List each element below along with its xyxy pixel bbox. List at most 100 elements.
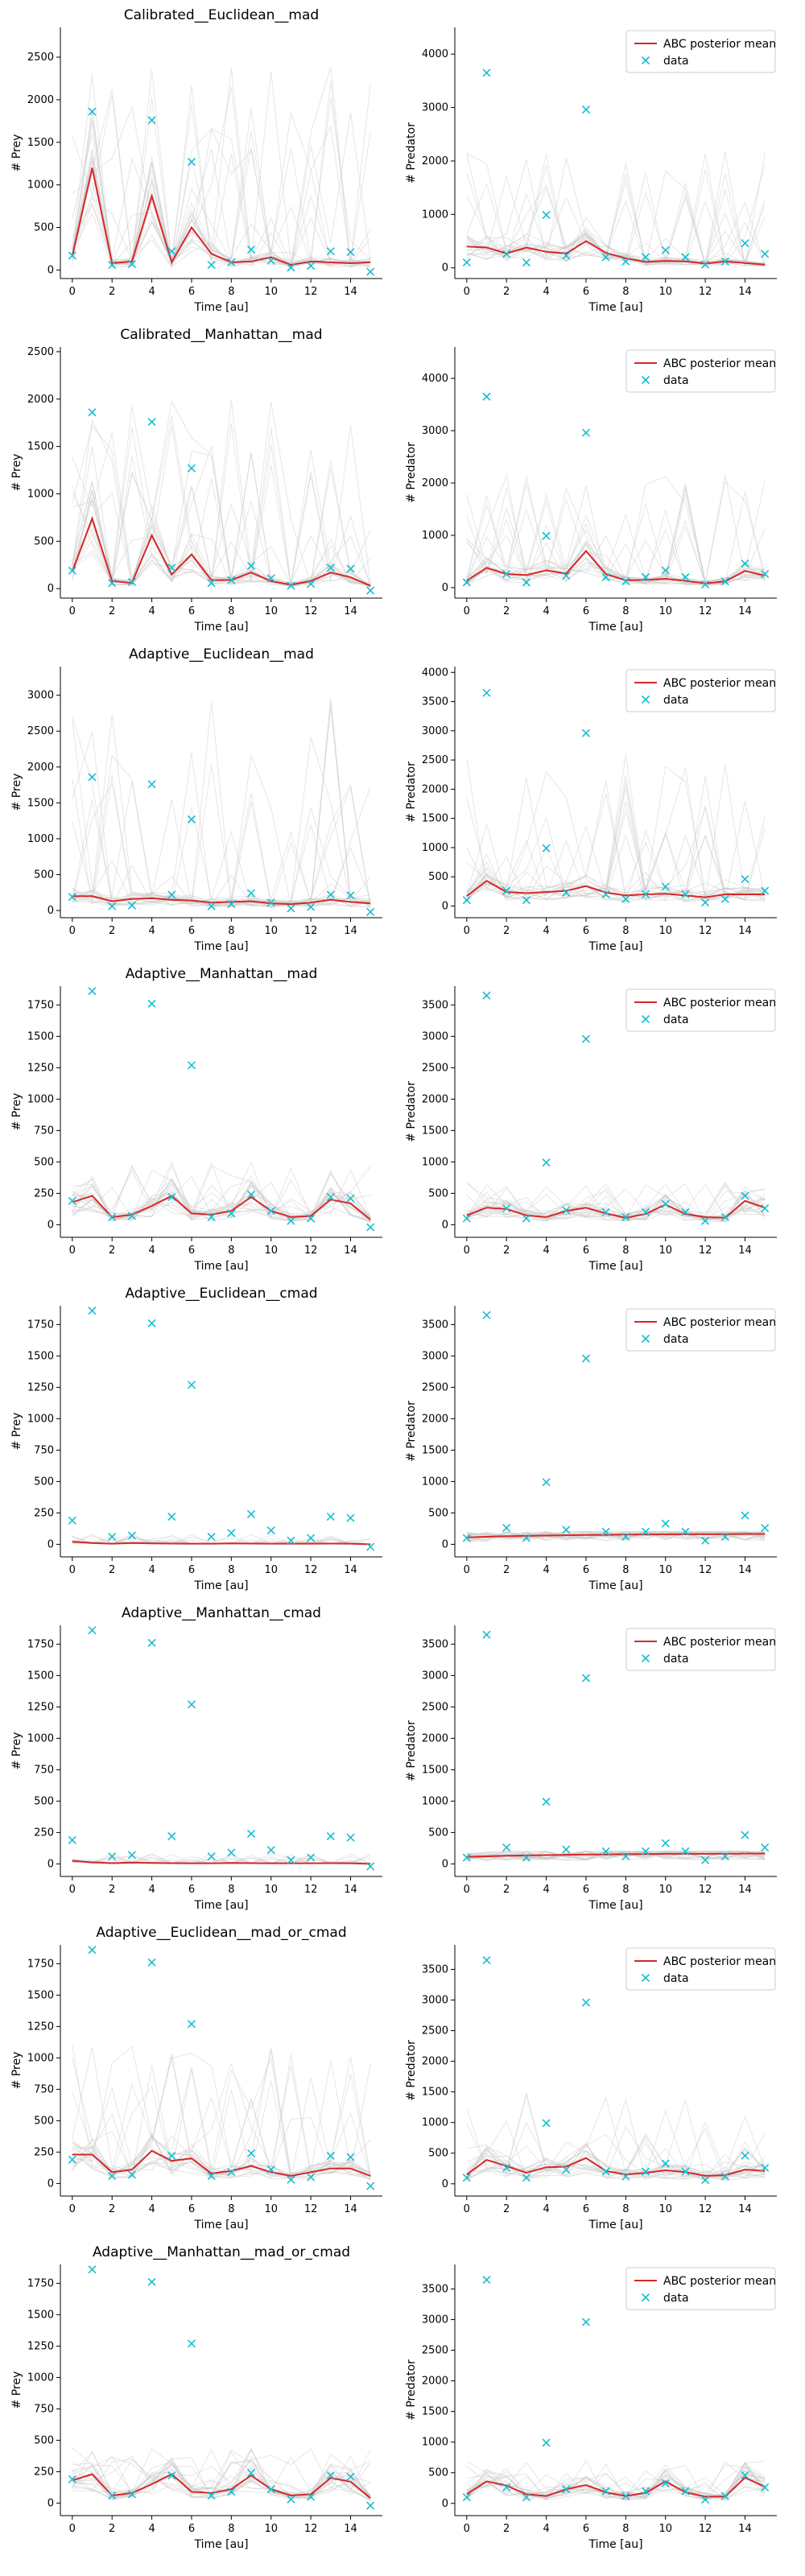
data-point-stroke xyxy=(266,574,275,583)
subplot-title: Adaptive__Manhattan__mad xyxy=(126,966,318,982)
data-point xyxy=(482,688,491,697)
data-point xyxy=(187,1061,196,1070)
posterior-sample-line xyxy=(466,2473,766,2498)
data-point xyxy=(761,1204,770,1213)
y-tick-label: 750 xyxy=(34,1764,54,1776)
data-point xyxy=(482,2275,491,2285)
y-tick-label: 250 xyxy=(34,1507,54,1519)
x-tick-label: 2 xyxy=(109,1564,115,1576)
y-axis-label: # Prey xyxy=(10,1732,23,1770)
x-tick-label: 8 xyxy=(622,2523,629,2535)
data-point xyxy=(462,2174,471,2182)
y-tick-label: 3000 xyxy=(422,425,448,437)
data-point xyxy=(246,561,256,571)
posterior-sample-line xyxy=(72,782,371,908)
data-point-stroke xyxy=(581,1998,591,2007)
data-point-stroke xyxy=(681,1208,690,1216)
y-tick-label: 2500 xyxy=(27,346,54,358)
posterior-sample-line xyxy=(466,151,766,266)
data-point xyxy=(68,251,76,260)
x-tick-label: 8 xyxy=(622,2203,629,2215)
data-point xyxy=(88,987,97,996)
data-point xyxy=(562,888,571,897)
x-axis-label: Time [au] xyxy=(193,301,248,314)
x-tick-label: 4 xyxy=(148,1884,155,1896)
posterior-sample-line xyxy=(466,764,766,902)
posterior-sample-line xyxy=(466,2107,766,2179)
data-point xyxy=(681,253,690,262)
data-point-stroke xyxy=(720,2491,729,2500)
data-point-stroke xyxy=(761,1843,770,1852)
data-point-stroke xyxy=(68,1516,76,1525)
x-tick-label: 8 xyxy=(622,286,629,298)
posterior-sample-line xyxy=(72,2456,371,2499)
data-point-stroke xyxy=(641,2167,650,2176)
x-tick-label: 2 xyxy=(109,925,115,937)
legend: ABC posterior mean data xyxy=(625,989,776,1032)
posterior-sample-line xyxy=(466,2461,766,2500)
data-point xyxy=(207,2171,216,2181)
data-point xyxy=(502,250,511,258)
posterior-mean-line xyxy=(466,2476,766,2498)
y-axis-label: # Predator xyxy=(405,2040,418,2101)
posterior-sample-line xyxy=(466,2460,766,2501)
x-axis-label: Time [au] xyxy=(193,940,248,953)
data-point-stroke xyxy=(562,1525,571,1534)
posterior-sample-line xyxy=(466,2093,766,2180)
posterior-sample-line xyxy=(72,698,371,908)
legend-mean-label: ABC posterior mean xyxy=(663,2275,776,2288)
data-point xyxy=(641,572,650,582)
posterior-sample-line xyxy=(72,1170,371,1222)
data-point xyxy=(462,258,471,267)
posterior-sample-line xyxy=(466,174,766,266)
y-tick-label: 0 xyxy=(442,1219,448,1231)
data-point-stroke xyxy=(542,1798,551,1806)
data-point xyxy=(502,570,511,579)
data-point-stroke xyxy=(502,1843,511,1852)
x-tick-label: 4 xyxy=(543,1564,549,1576)
posterior-mean-line xyxy=(72,895,371,906)
data-point xyxy=(482,68,491,77)
data-point-stroke xyxy=(741,2471,749,2479)
data-point-stroke xyxy=(462,1534,471,1542)
data-point xyxy=(246,1829,256,1839)
y-tick-label: 1000 xyxy=(422,208,448,221)
legend-data-label: data xyxy=(663,1653,689,1666)
data-point-stroke xyxy=(246,1190,256,1199)
data-point xyxy=(681,2167,690,2176)
data-point xyxy=(741,1511,749,1520)
x-tick-label: 14 xyxy=(738,2203,752,2215)
posterior-sample-line xyxy=(466,233,766,266)
posterior-sample-line xyxy=(466,1851,766,1860)
x-tick-label: 10 xyxy=(264,2523,278,2535)
data-point-stroke xyxy=(542,531,551,540)
y-tick-label: 1000 xyxy=(422,1795,448,1807)
subplot-7: 0 2 4 6 8 10 12 14 0 500 1000 1500 2000 2500 3000 3500 T… xyxy=(405,986,777,1273)
x-tick-label: 8 xyxy=(228,605,234,617)
posterior-sample-line xyxy=(72,1161,371,1223)
x-tick-label: 12 xyxy=(304,1245,318,1257)
data-point xyxy=(701,260,710,269)
posterior-sample-line xyxy=(72,2056,371,2181)
y-tick-label: 500 xyxy=(428,1187,448,1199)
data-point xyxy=(167,247,176,256)
posterior-sample-line xyxy=(72,444,371,586)
posterior-sample-line xyxy=(72,105,371,268)
data-point xyxy=(147,1958,156,1967)
x-tick-label: 14 xyxy=(344,2523,357,2535)
data-point xyxy=(366,586,375,595)
y-tick-label: 1500 xyxy=(27,1670,54,1682)
y-tick-label: 2500 xyxy=(422,1381,448,1393)
data-point-stroke xyxy=(366,2182,375,2190)
data-point xyxy=(482,1311,491,1319)
data-point xyxy=(207,1532,216,1542)
data-point xyxy=(266,1207,275,1216)
data-point xyxy=(502,1843,511,1852)
legend: ABC posterior mean data xyxy=(625,669,776,712)
data-point-stroke xyxy=(287,2175,295,2184)
posterior-sample-line xyxy=(466,1184,766,1223)
data-point-stroke xyxy=(68,1196,76,1205)
legend-frame xyxy=(625,1947,776,1991)
posterior-sample-line xyxy=(466,514,766,586)
data-point xyxy=(720,1212,729,1222)
